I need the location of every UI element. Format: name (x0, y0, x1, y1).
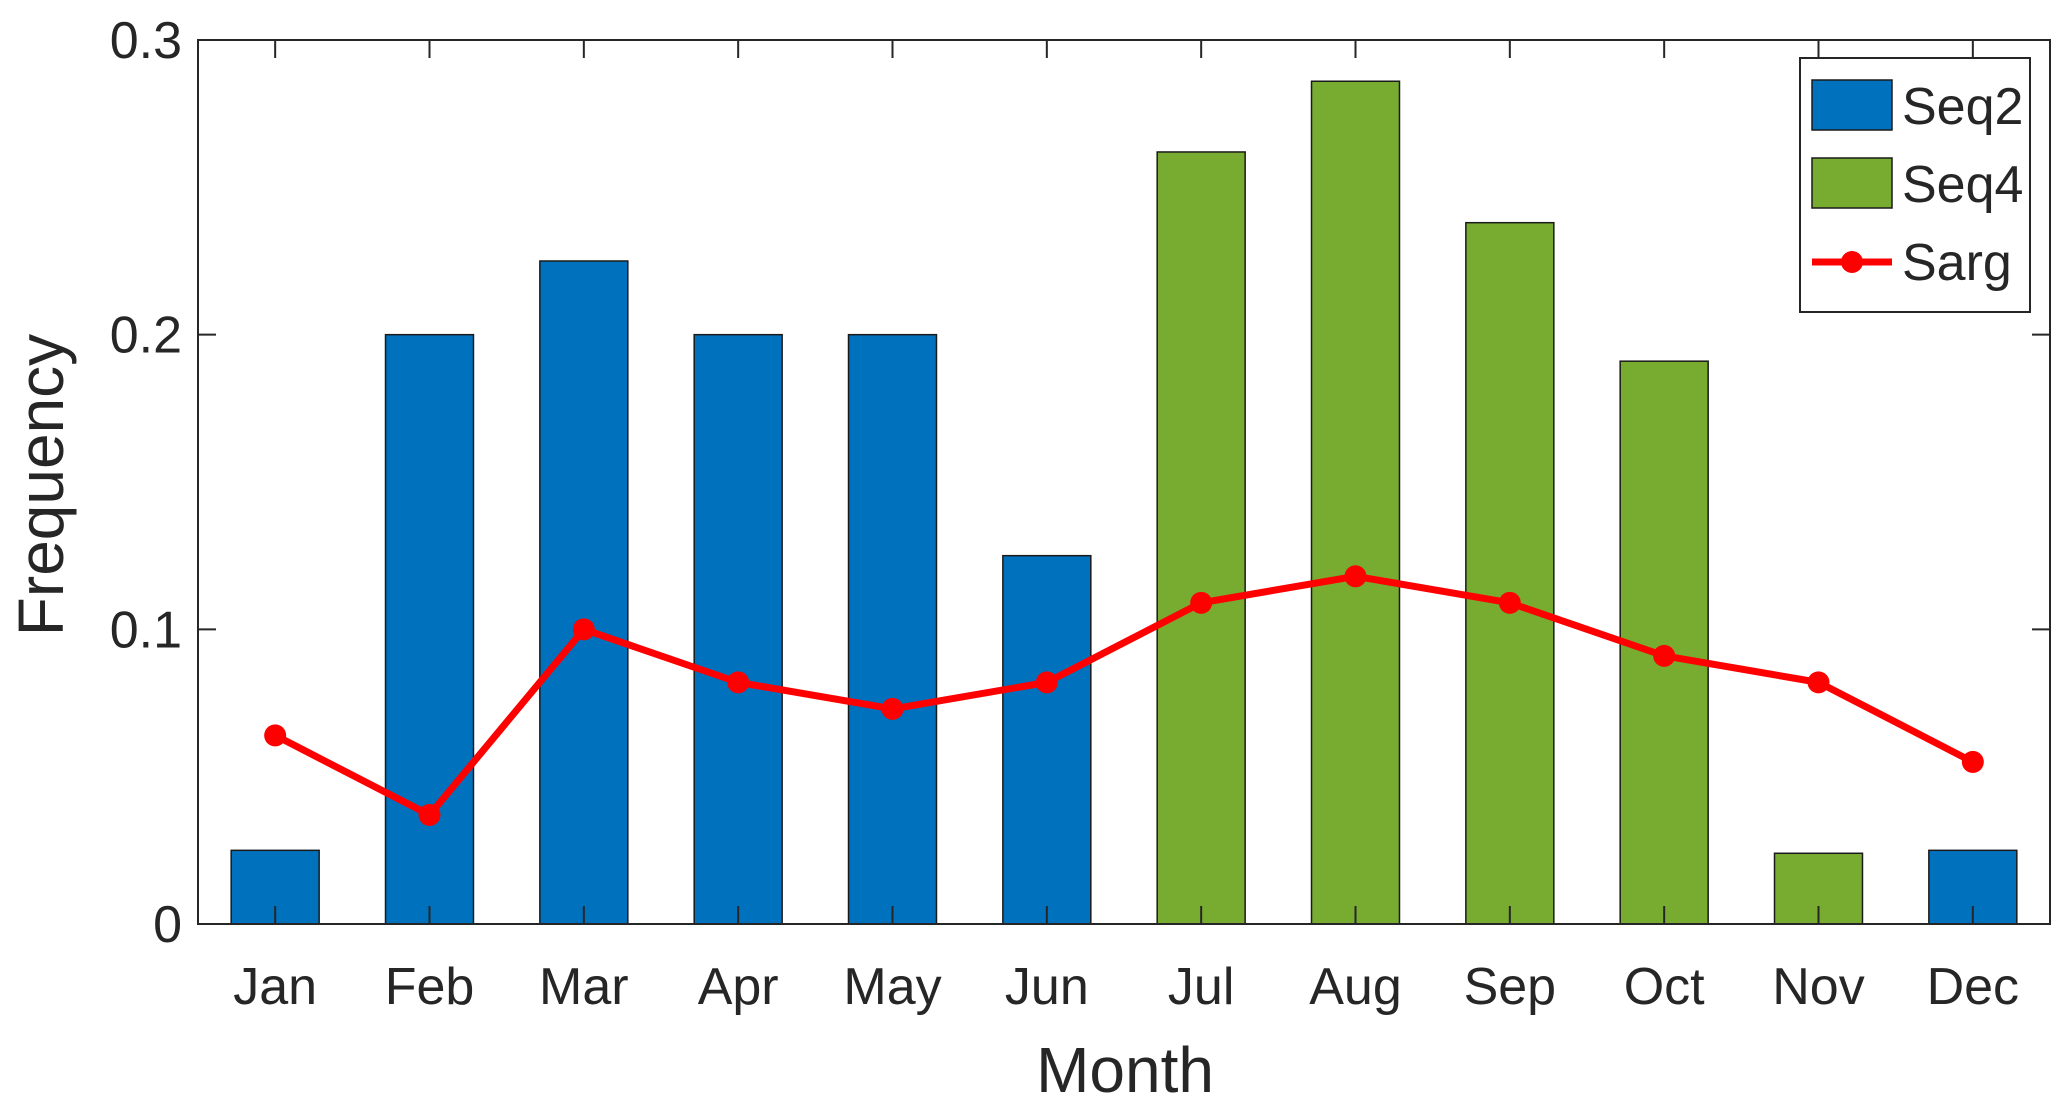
axes-layer (197, 39, 2051, 925)
sarg-line (273, 572, 1975, 819)
legend-marker-sarg (1841, 251, 1863, 273)
sarg-point-oct (1653, 644, 1676, 667)
x-tick-label-nov: Nov (1772, 958, 1864, 1016)
bar-seq2-apr (693, 333, 783, 925)
legend-label-seq4: Seq4 (1902, 156, 2023, 214)
sarg-point-jul (1190, 591, 1213, 614)
sarg-point-nov (1807, 671, 1830, 694)
bar-seq2-jun (1002, 554, 1092, 925)
sarg-point-dec (1961, 750, 1984, 773)
x-tick-label-jul: Jul (1168, 958, 1234, 1016)
plot-frame (197, 39, 2051, 925)
bar-seq4-sep (1465, 221, 1555, 925)
sarg-point-mar (572, 618, 595, 641)
legend-swatch-seq2 (1811, 79, 1893, 131)
y-tick-label: 0.1 (110, 601, 182, 659)
sarg-point-sep (1498, 591, 1521, 614)
legend-label-seq2: Seq2 (1902, 78, 2023, 136)
sarg-point-apr (727, 671, 750, 694)
x-tick-label-dec: Dec (1927, 958, 2019, 1016)
sarg-line-layer (264, 565, 1984, 826)
ticks-layer: 0 0.1 0.2 0.3 Jan Feb Mar Apr May Jun Jul Aug Sep Oct… (110, 12, 2050, 1016)
bar-seq2-may (847, 333, 938, 925)
x-tick-label-sep: Sep (1464, 958, 1557, 1016)
sarg-point-aug (1344, 565, 1367, 588)
sarg-point-may (881, 697, 904, 720)
x-tick-label-may: May (843, 958, 941, 1016)
sarg-point-jan (264, 724, 287, 747)
x-tick-label-jun: Jun (1005, 958, 1089, 1016)
x-tick-label-aug: Aug (1309, 958, 1402, 1016)
sarg-point-feb (418, 803, 441, 826)
x-tick-label-mar: Mar (539, 958, 629, 1016)
x-tick-label-jan: Jan (233, 958, 317, 1016)
bars-layer (230, 80, 2018, 925)
x-tick-label-feb: Feb (385, 958, 475, 1016)
x-tick-label-oct: Oct (1624, 958, 1705, 1016)
y-tick-label: 0.2 (110, 307, 182, 365)
bar-seq2-feb (384, 333, 475, 925)
bar-seq4-aug (1310, 80, 1401, 925)
sarg-point-jun (1035, 671, 1058, 694)
bar-seq4-jul (1156, 151, 1246, 925)
x-tick-label-apr: Apr (698, 958, 779, 1016)
y-axis-title: Frequency (5, 334, 77, 636)
x-axis-title: Month (1036, 1034, 1214, 1106)
y-tick-label: 0 (153, 896, 182, 954)
legend-swatch-seq4 (1811, 157, 1893, 209)
bar-seq2-mar (539, 260, 629, 925)
legend: Seq2 Seq4 Sarg (1799, 57, 2031, 313)
y-tick-label: 0.3 (110, 12, 182, 70)
legend-label-sarg: Sarg (1902, 234, 2012, 292)
